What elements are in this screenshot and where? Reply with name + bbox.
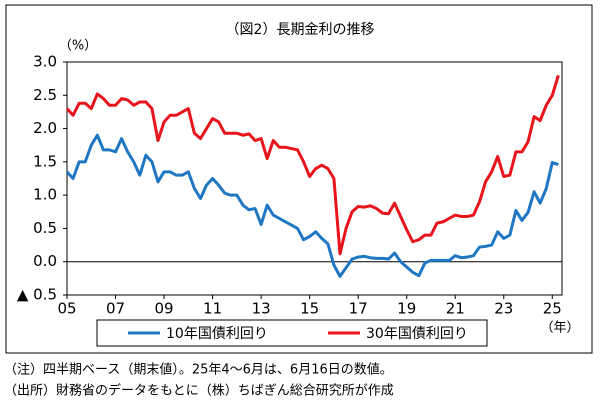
x-tick-label: 11 <box>203 300 222 318</box>
x-tick-label: 09 <box>155 300 174 318</box>
x-tick-label: 23 <box>494 300 513 318</box>
x-tick-label: 19 <box>397 300 416 318</box>
x-tick-label: 13 <box>252 300 271 318</box>
x-tick-label: 07 <box>106 300 125 318</box>
y-tick-label: 0.5 <box>33 219 57 237</box>
x-tick-label: 25 <box>543 300 562 318</box>
x-tick-label: 21 <box>446 300 465 318</box>
chart-title: （図2）長期金利の推移 <box>226 22 375 38</box>
series-line <box>65 133 559 278</box>
series-line <box>65 74 560 256</box>
legend-label: 10年国債利回り <box>166 326 268 342</box>
x-tick-label: 17 <box>349 300 368 318</box>
frame <box>5 4 593 354</box>
note: （出所）財務省のデータをもとに（株）ちばぎん総合研究所が作成 <box>4 383 394 399</box>
y-axis-label: （%） <box>59 39 97 54</box>
legend-box <box>96 319 488 347</box>
y-tick-label: 1.5 <box>33 152 57 170</box>
y-tick-label: 1.0 <box>33 186 57 204</box>
x-tick-label: 15 <box>300 300 319 318</box>
y-tick-label: 2.5 <box>33 86 57 104</box>
y-tick-label: 3.0 <box>33 53 57 71</box>
note: （注）四半期ベース（期末値）。25年4～6月は、6月16日の数値。 <box>4 362 393 378</box>
y-tick-label: 2.0 <box>33 119 57 137</box>
y-tick-label: 0.0 <box>33 252 57 270</box>
x-tick-label: 05 <box>57 300 76 318</box>
x-axis-label: （年） <box>540 321 579 336</box>
plot-area <box>66 61 563 296</box>
legend-label: 30年国債利回り <box>366 326 468 342</box>
y-tick-label: ▲ 0.5 <box>17 286 57 304</box>
